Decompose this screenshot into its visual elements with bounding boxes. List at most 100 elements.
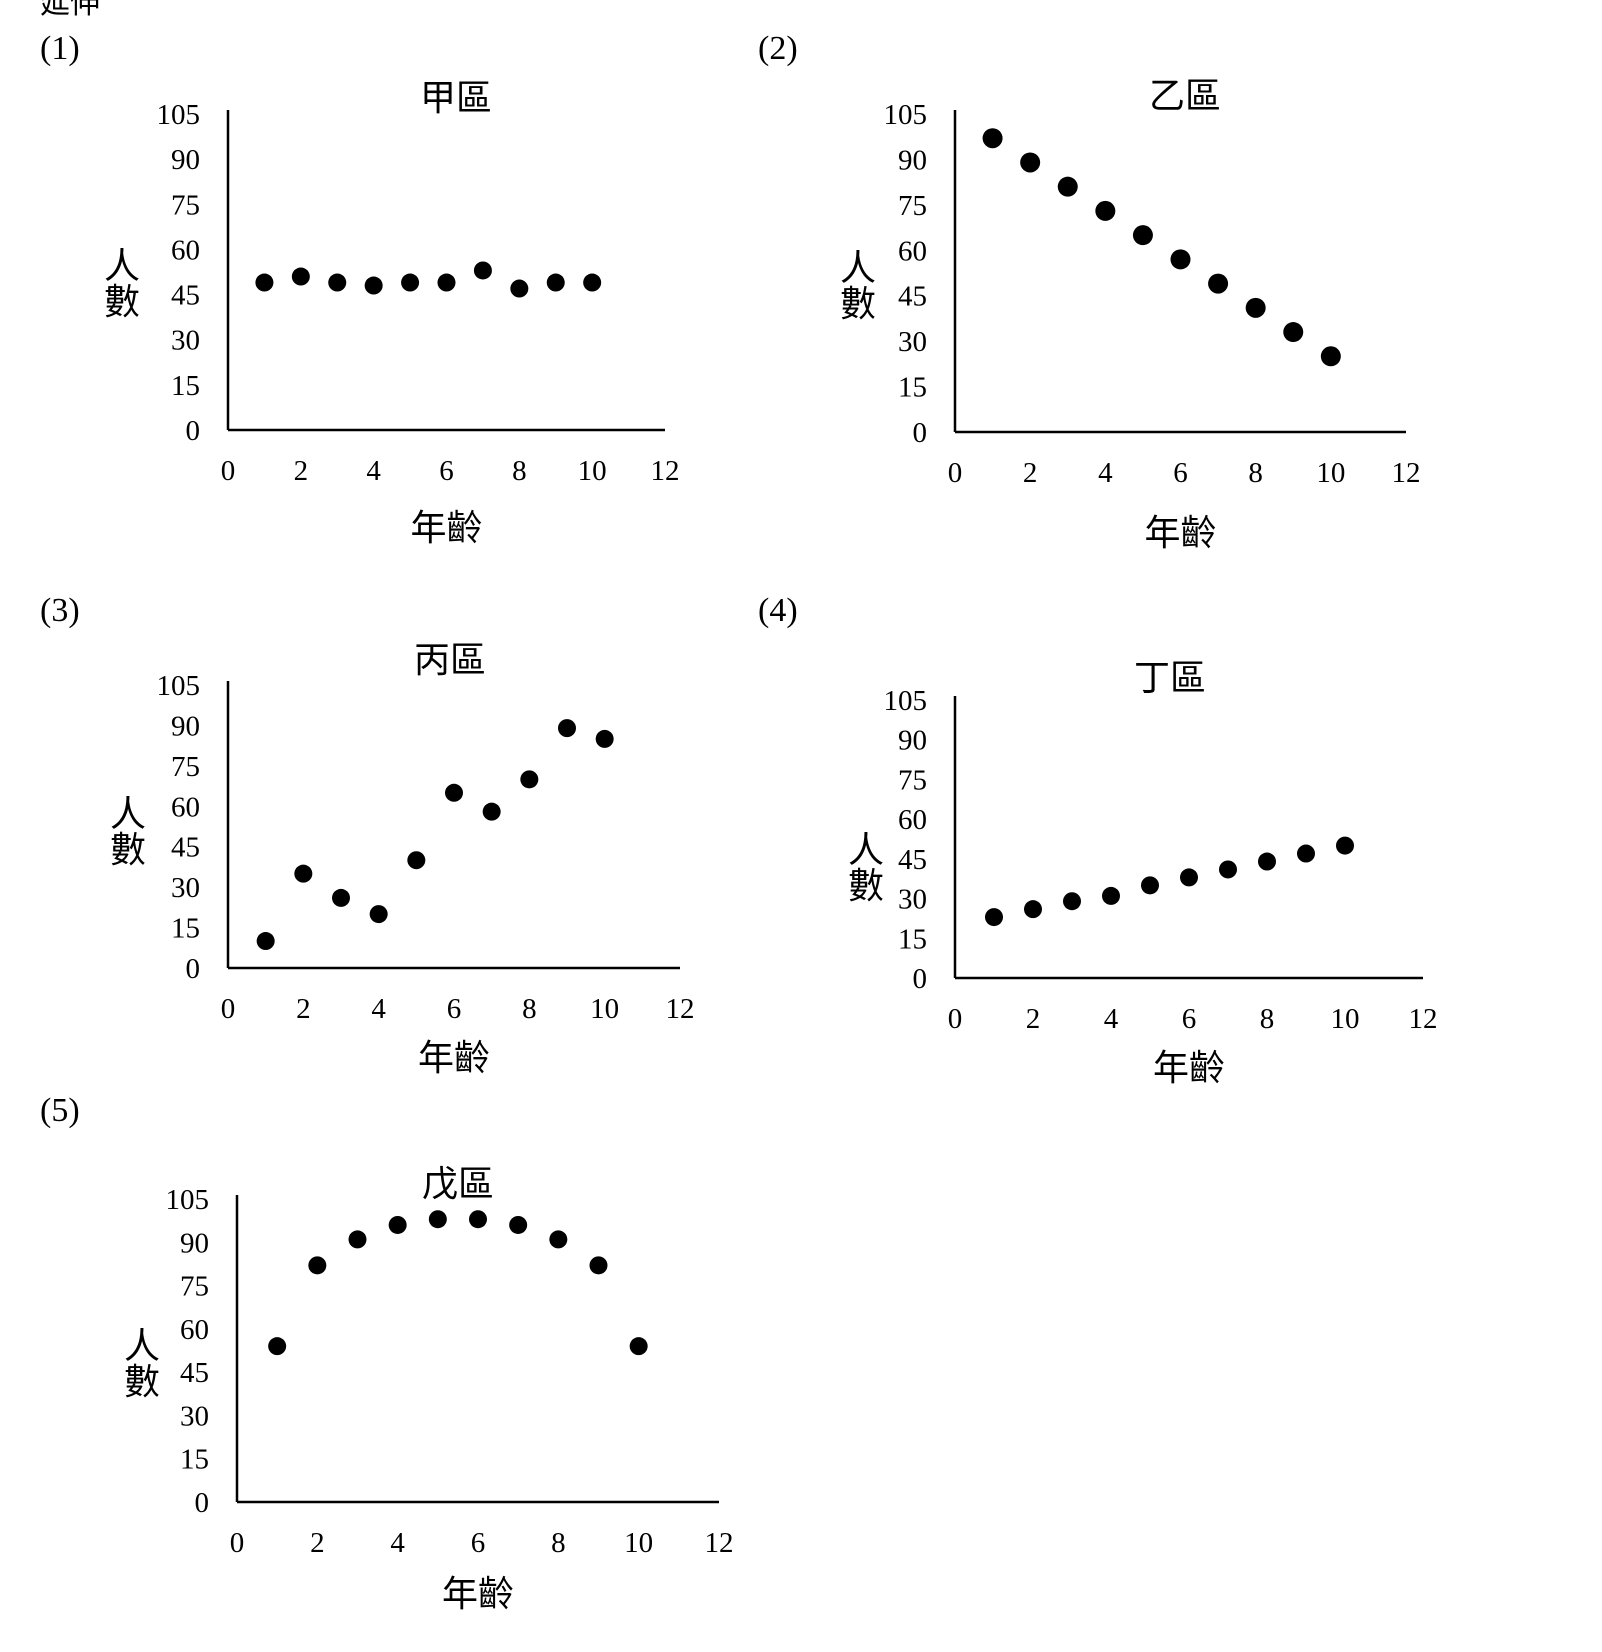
data-point xyxy=(469,1210,487,1229)
y-tick-label: 75 xyxy=(171,189,200,221)
y-tick-label: 15 xyxy=(898,372,927,404)
y-tick-label: 45 xyxy=(898,281,927,313)
y-tick-label: 75 xyxy=(171,751,200,783)
x-tick-label: 12 xyxy=(666,993,695,1025)
x-tick-label: 0 xyxy=(948,1003,963,1035)
x-tick-label: 2 xyxy=(1023,457,1038,489)
x-tick-label: 2 xyxy=(296,993,311,1025)
y-tick-label: 45 xyxy=(898,844,927,876)
x-tick-label: 10 xyxy=(1331,1003,1360,1035)
data-point xyxy=(583,273,602,292)
y-tick-label: 90 xyxy=(171,144,200,176)
data-point xyxy=(1336,836,1354,855)
x-tick-label: 4 xyxy=(1098,457,1113,489)
y-tick-label: 30 xyxy=(180,1400,209,1432)
data-point xyxy=(1283,322,1304,343)
data-point xyxy=(348,1230,367,1249)
y-tick-label: 15 xyxy=(898,923,927,955)
data-point xyxy=(332,888,350,907)
data-point xyxy=(1063,892,1081,911)
y-tick-label: 105 xyxy=(884,685,928,717)
y-axis-label: 人數 xyxy=(104,246,140,322)
x-tick-label: 4 xyxy=(1104,1003,1119,1035)
y-tick-label: 45 xyxy=(171,280,200,312)
y-tick-label: 0 xyxy=(913,417,928,449)
y-tick-label: 75 xyxy=(898,190,927,222)
data-point xyxy=(1057,176,1078,197)
data-point xyxy=(1258,852,1276,871)
x-tick-label: 0 xyxy=(221,455,236,487)
y-axis-label: 人數 xyxy=(848,830,884,906)
y-tick-label: 30 xyxy=(898,326,927,358)
data-point xyxy=(473,261,492,280)
y-tick-label: 105 xyxy=(157,670,201,702)
chart-title: 乙區 xyxy=(1149,76,1221,116)
y-axis-label: 人數 xyxy=(110,794,146,870)
y-tick-label: 30 xyxy=(171,325,200,357)
y-tick-label: 60 xyxy=(898,804,927,836)
x-tick-label: 12 xyxy=(1409,1003,1438,1035)
y-tick-label: 75 xyxy=(180,1271,209,1303)
y-tick-label: 15 xyxy=(171,370,200,402)
data-point xyxy=(255,273,274,292)
x-tick-label: 8 xyxy=(551,1527,566,1559)
data-point xyxy=(549,1230,568,1249)
x-tick-label: 2 xyxy=(1026,1003,1041,1035)
data-point xyxy=(1208,273,1229,294)
y-tick-label: 30 xyxy=(171,872,200,904)
y-axis-label: 人數 xyxy=(840,248,876,324)
data-point xyxy=(369,905,388,924)
y-tick-label: 15 xyxy=(171,913,200,945)
chart-title: 丙區 xyxy=(414,640,486,680)
x-tick-label: 8 xyxy=(522,993,537,1025)
y-tick-label: 90 xyxy=(898,725,927,757)
data-point xyxy=(482,802,501,821)
x-tick-label: 10 xyxy=(578,455,607,487)
data-point xyxy=(256,932,275,951)
y-tick-label: 90 xyxy=(180,1227,209,1259)
data-point xyxy=(546,273,565,292)
y-tick-label: 45 xyxy=(180,1357,209,1389)
data-point xyxy=(1095,200,1116,221)
data-point xyxy=(1141,876,1159,895)
data-point xyxy=(1320,346,1341,367)
y-tick-label: 60 xyxy=(171,791,200,823)
x-tick-label: 4 xyxy=(371,993,386,1025)
y-tick-label: 60 xyxy=(171,234,200,266)
x-tick-label: 6 xyxy=(471,1527,486,1559)
data-point xyxy=(291,267,310,286)
x-tick-label: 6 xyxy=(1182,1003,1197,1035)
y-tick-label: 0 xyxy=(186,953,201,985)
x-axis-label: 年齡 xyxy=(410,508,482,548)
data-point xyxy=(445,783,463,802)
data-point xyxy=(364,276,383,295)
data-point xyxy=(268,1337,287,1356)
panel-label-1: (1) xyxy=(40,30,80,67)
y-tick-label: 105 xyxy=(157,99,201,131)
y-tick-label: 75 xyxy=(898,764,927,796)
x-tick-label: 6 xyxy=(1173,457,1188,489)
data-point xyxy=(1297,844,1315,863)
x-tick-label: 8 xyxy=(1248,457,1263,489)
y-tick-label: 90 xyxy=(171,710,200,742)
data-point xyxy=(1020,152,1041,173)
data-point xyxy=(510,279,529,298)
x-tick-label: 4 xyxy=(366,455,381,487)
data-point xyxy=(558,719,576,738)
data-point xyxy=(595,729,614,748)
x-axis-label: 年齡 xyxy=(418,1038,490,1078)
x-tick-label: 8 xyxy=(512,455,527,487)
data-point xyxy=(1180,868,1198,887)
chart-title: 甲區 xyxy=(420,78,492,118)
data-point xyxy=(1132,225,1153,246)
x-tick-label: 12 xyxy=(651,455,680,487)
data-point xyxy=(982,128,1003,149)
data-point xyxy=(520,770,539,789)
data-point xyxy=(985,908,1003,927)
x-tick-label: 2 xyxy=(310,1527,325,1559)
data-point xyxy=(509,1215,528,1234)
x-tick-label: 6 xyxy=(439,455,454,487)
x-tick-label: 12 xyxy=(705,1527,734,1559)
